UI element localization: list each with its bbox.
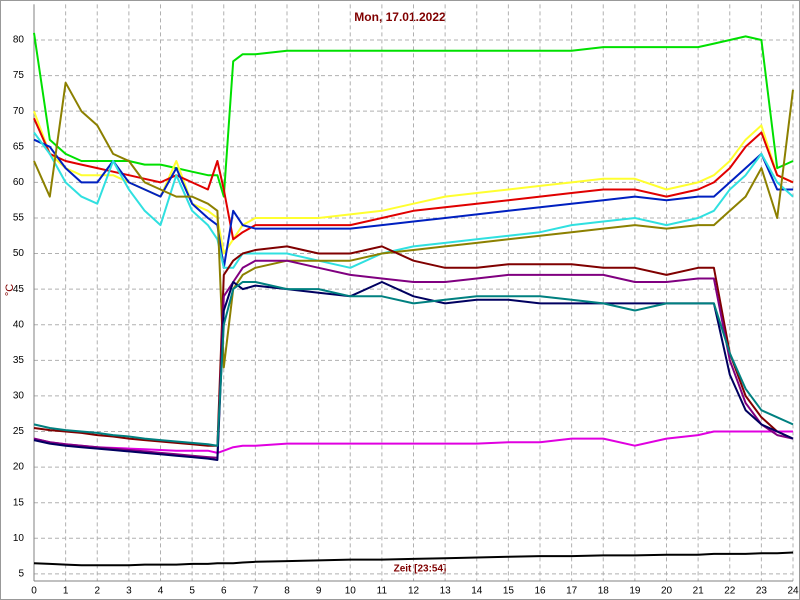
x-tick-label: 10 [345, 586, 357, 597]
x-tick-label: 0 [31, 586, 37, 597]
y-tick-label: 60 [13, 177, 25, 188]
series-line [33, 430, 793, 454]
series-line [33, 259, 794, 459]
y-tick-label: 10 [13, 533, 25, 544]
x-tick-label: 17 [566, 586, 578, 597]
y-tick-label: 80 [13, 35, 25, 46]
x-tick-label: 16 [534, 586, 546, 597]
x-tick-label: 24 [787, 586, 799, 597]
x-tick-label: 6 [221, 586, 227, 597]
series-line [33, 138, 793, 269]
y-tick-label: 15 [13, 497, 25, 508]
x-tick-label: 8 [284, 586, 290, 597]
x-tick-label: 18 [598, 586, 610, 597]
series-line [33, 81, 794, 369]
x-tick-label: 19 [629, 586, 641, 597]
y-tick-label: 70 [13, 106, 25, 117]
y-tick-label: 30 [13, 391, 25, 402]
x-tick-label: 4 [158, 586, 164, 597]
x-tick-label: 13 [440, 586, 452, 597]
x-tick-label: 3 [126, 586, 132, 597]
x-tick-label: 5 [189, 586, 195, 597]
series-line [33, 551, 794, 567]
y-tick-label: 40 [13, 319, 25, 330]
x-tick-label: 20 [661, 586, 673, 597]
series-line [33, 281, 794, 447]
y-tick-label: 20 [13, 462, 25, 473]
x-tick-label: 14 [471, 586, 483, 597]
y-tick-label: 55 [13, 213, 25, 224]
x-tick-label: 22 [724, 586, 736, 597]
y-tick-label: 35 [13, 355, 25, 366]
x-tick-label: 11 [377, 586, 388, 597]
x-tick-label: 1 [63, 586, 69, 597]
series-line [33, 245, 794, 447]
x-tick-label: 7 [253, 586, 259, 597]
series-line [33, 117, 794, 241]
y-tick-label: 75 [13, 70, 25, 81]
y-axis-label: °C [4, 284, 16, 296]
x-tick-label: 23 [756, 586, 768, 597]
y-tick-label: 45 [13, 284, 25, 295]
x-tick-label: 2 [94, 586, 100, 597]
y-tick-label: 5 [18, 569, 24, 580]
y-tick-label: 50 [13, 248, 25, 259]
x-tick-label: 15 [503, 586, 515, 597]
y-tick-label: 25 [13, 426, 25, 437]
x-tick-label: 12 [408, 586, 420, 597]
x-tick-label: 21 [693, 586, 705, 597]
x-tick-label: 9 [316, 586, 322, 597]
time-annotation: Zeit [23:54] [394, 564, 447, 575]
chart-title: Mon, 17.01.2022 [354, 10, 446, 24]
y-tick-label: 65 [13, 141, 25, 152]
